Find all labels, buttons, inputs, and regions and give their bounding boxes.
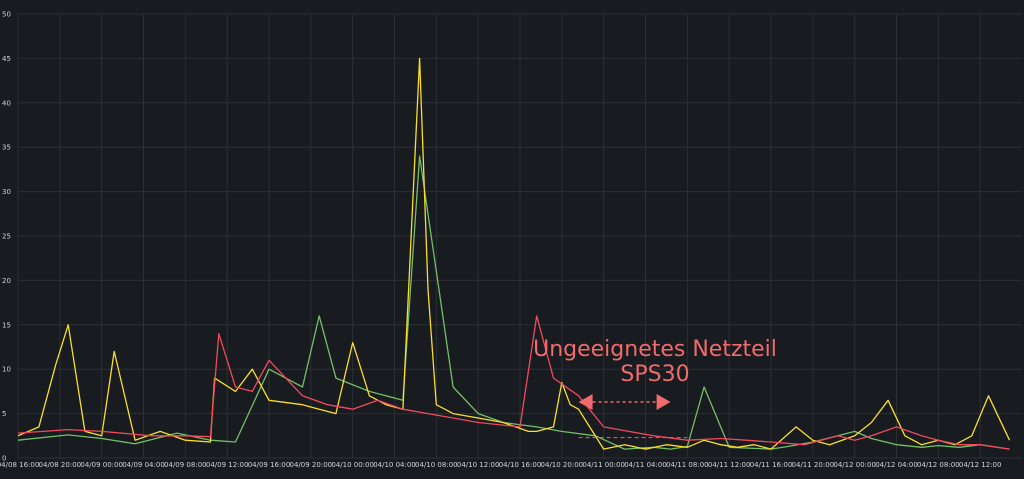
x-tick-label: 04/10 20:00 bbox=[541, 461, 584, 469]
x-tick-label: 04/09 00:00 bbox=[80, 461, 123, 469]
arrow-left-head bbox=[578, 394, 593, 411]
y-tick-label: 40 bbox=[2, 99, 11, 107]
x-tick-label: 04/09 12:00 bbox=[206, 461, 249, 469]
x-axis: 04/08 16:00 04/08 20:00 04/09 00:00 04/09 0… bbox=[0, 461, 1001, 469]
series-group bbox=[17, 57, 1011, 450]
x-tick-label: 04/11 16:00 bbox=[750, 461, 793, 469]
x-tick-label: 04/08 20:00 bbox=[39, 461, 82, 469]
y-tick-label: 15 bbox=[2, 321, 11, 329]
x-tick-label: 04/11 08:00 bbox=[666, 461, 709, 469]
y-tick-label: 25 bbox=[2, 233, 11, 241]
arrow-right-head bbox=[656, 394, 671, 411]
x-tick-label: 04/12 12:00 bbox=[959, 461, 1002, 469]
y-tick-label: 45 bbox=[2, 55, 11, 63]
x-tick-label: 04/12 08:00 bbox=[917, 461, 960, 469]
x-tick-label: 04/09 20:00 bbox=[290, 461, 333, 469]
y-tick-label: 30 bbox=[2, 188, 11, 196]
x-tick-label: 04/09 08:00 bbox=[164, 461, 207, 469]
annotation: Ungeeignetes Netzteil SPS30 bbox=[533, 337, 777, 439]
y-tick-label: 35 bbox=[2, 144, 11, 152]
grid bbox=[17, 13, 1022, 459]
x-tick-label: 04/11 20:00 bbox=[792, 461, 835, 469]
annotation-line-1: Ungeeignetes Netzteil bbox=[533, 337, 777, 362]
x-tick-label: 04/11 00:00 bbox=[582, 461, 625, 469]
x-tick-label: 04/08 16:00 bbox=[0, 461, 39, 469]
y-tick-label: 50 bbox=[2, 11, 11, 19]
x-tick-label: 04/10 16:00 bbox=[499, 461, 542, 469]
x-tick-label: 04/11 12:00 bbox=[708, 461, 751, 469]
x-tick-label: 04/09 04:00 bbox=[122, 461, 165, 469]
x-tick-label: 04/11 04:00 bbox=[624, 461, 667, 469]
x-tick-label: 04/09 16:00 bbox=[248, 461, 291, 469]
x-tick-label: 04/10 08:00 bbox=[415, 461, 458, 469]
y-tick-label: 20 bbox=[2, 277, 11, 285]
annotation-line-2: SPS30 bbox=[620, 362, 689, 387]
x-tick-label: 04/12 04:00 bbox=[875, 461, 918, 469]
y-tick-label: 5 bbox=[2, 410, 6, 418]
series-line-red bbox=[17, 315, 1010, 450]
x-tick-label: 04/12 00:00 bbox=[833, 461, 876, 469]
x-tick-label: 04/10 12:00 bbox=[457, 461, 500, 469]
y-axis: 0 5 10 15 20 25 30 35 40 45 50 bbox=[2, 11, 11, 463]
series-line-yellow bbox=[17, 57, 1011, 450]
x-tick-label: 04/10 00:00 bbox=[331, 461, 374, 469]
series-line-green bbox=[17, 155, 1010, 450]
y-tick-label: 10 bbox=[2, 366, 11, 374]
x-tick-label: 04/10 04:00 bbox=[373, 461, 416, 469]
y-tick-label: 0 bbox=[2, 455, 6, 463]
